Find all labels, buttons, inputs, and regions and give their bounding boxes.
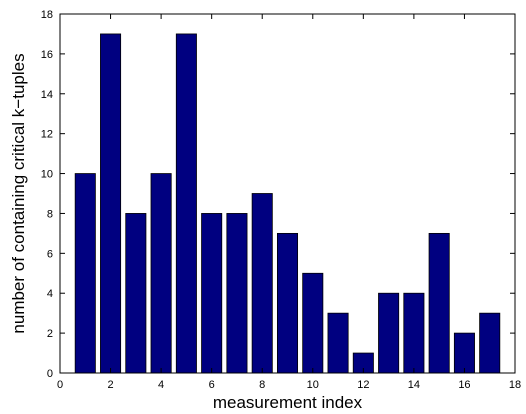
- bar-7: [226, 213, 248, 374]
- bar-10: [302, 272, 324, 374]
- bar-6: [201, 213, 223, 374]
- x-tick-label: 0: [57, 379, 63, 391]
- bar-9: [276, 232, 299, 374]
- y-tick-label: 18: [41, 9, 53, 21]
- bar-1: [74, 173, 96, 374]
- y-tick-label: 4: [47, 288, 53, 300]
- bars-group: [74, 33, 501, 374]
- x-tick-label: 6: [209, 379, 215, 391]
- y-tick-label: 2: [47, 328, 53, 340]
- bar-17: [479, 312, 501, 374]
- bar-8: [251, 193, 273, 374]
- y-tick-label: 14: [41, 89, 53, 101]
- x-tick-label: 8: [259, 379, 265, 391]
- plot-frame: [59, 13, 516, 374]
- bar-5: [175, 33, 197, 374]
- x-tick-label: 16: [458, 379, 470, 391]
- bar-11: [327, 312, 349, 374]
- bar-4: [150, 173, 172, 374]
- bar-2: [100, 33, 122, 374]
- y-tick-label: 10: [41, 169, 53, 181]
- bar-16: [453, 332, 475, 374]
- bar-14: [403, 292, 425, 374]
- y-tick-label: 12: [41, 129, 53, 141]
- x-tick-label: 10: [307, 379, 319, 391]
- x-tick-label: 2: [107, 379, 113, 391]
- y-tick-label: 0: [47, 368, 53, 380]
- y-tick-label: 8: [47, 208, 53, 220]
- x-tick-label: 12: [357, 379, 369, 391]
- x-tick-label: 14: [408, 379, 420, 391]
- ticks-group: 0 2 4 6 8 10 12 14 16 18 0 2 4 6 8 10 12 14 16 18: [41, 9, 521, 391]
- x-axis-label: measurement index: [213, 393, 363, 412]
- bar-13: [378, 292, 400, 374]
- y-tick-label: 6: [47, 248, 53, 260]
- bar-3: [125, 213, 147, 374]
- x-tick-label: 4: [158, 379, 164, 391]
- y-axis-label: number of containing critical k−tuples: [9, 53, 28, 333]
- bar-15: [428, 232, 450, 374]
- y-tick-label: 16: [41, 49, 53, 61]
- x-tick-label: 18: [509, 379, 521, 391]
